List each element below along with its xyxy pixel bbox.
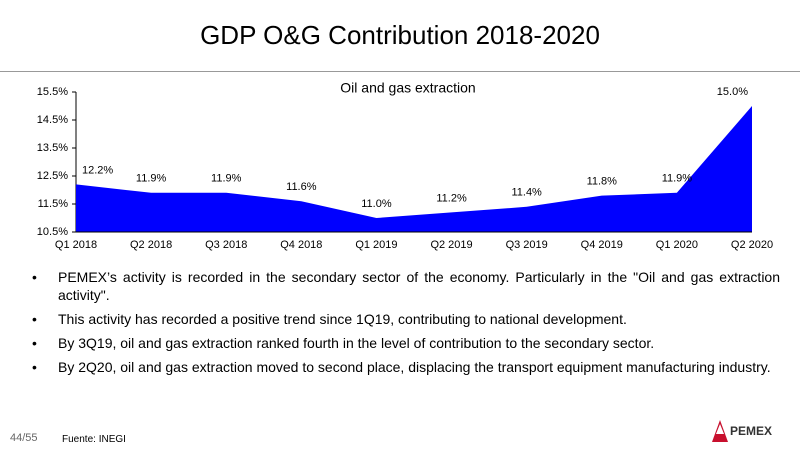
bullet: PEMEX’s activity is recorded in the seco… [30,268,780,304]
data-label: 11.0% [361,198,392,210]
data-label: 11.4% [511,187,542,199]
data-label: 15.0% [717,86,748,98]
x-tick-label: Q2 2019 [430,239,472,251]
data-label: 11.6% [286,181,317,193]
data-label: 12.2% [82,164,113,176]
bullet-list: PEMEX’s activity is recorded in the seco… [30,268,780,382]
title-rule [0,71,800,72]
y-tick-label: 10.5% [37,226,68,238]
source-note: Fuente: INEGI [62,434,126,445]
x-tick-label: Q4 2018 [280,239,322,251]
chart-title: Oil and gas extraction [340,80,475,96]
x-tick-label: Q1 2019 [355,239,397,251]
data-label: 11.9% [136,173,167,185]
logo-mark-inner [716,424,724,434]
data-label: 11.8% [587,176,618,188]
area [76,106,752,232]
chart: Oil and gas extraction 10.5% 11.5% 12.5% 13… [37,80,773,251]
data-label: 11.2% [436,192,467,204]
logo-text: PEMEX [730,424,772,438]
data-label: 11.9% [662,173,693,185]
y-tick-label: 12.5% [37,170,68,182]
slide-title: GDP O&G Contribution 2018-2020 [200,20,600,50]
x-tick-label: Q1 2020 [656,239,698,251]
bullet: By 3Q19, oil and gas extraction ranked f… [30,334,780,352]
x-tick-label: Q3 2019 [506,239,548,251]
logo: PEMEX [712,420,772,442]
y-tick-label: 13.5% [37,142,68,154]
y-tick-label: 14.5% [37,114,68,126]
data-label: 11.9% [211,173,242,185]
bullet: By 2Q20, oil and gas extraction moved to… [30,358,780,376]
x-tick-label: Q1 2018 [55,239,97,251]
y-tick-label: 11.5% [38,198,69,210]
x-tick-label: Q3 2018 [205,239,247,251]
y-tick-label: 15.5% [37,86,68,98]
page-number: 44/55 [10,432,38,444]
x-tick-label: Q4 2019 [581,239,623,251]
x-tick-label: Q2 2018 [130,239,172,251]
bullet: This activity has recorded a positive tr… [30,310,780,328]
x-tick-label: Q2 2020 [731,239,773,251]
